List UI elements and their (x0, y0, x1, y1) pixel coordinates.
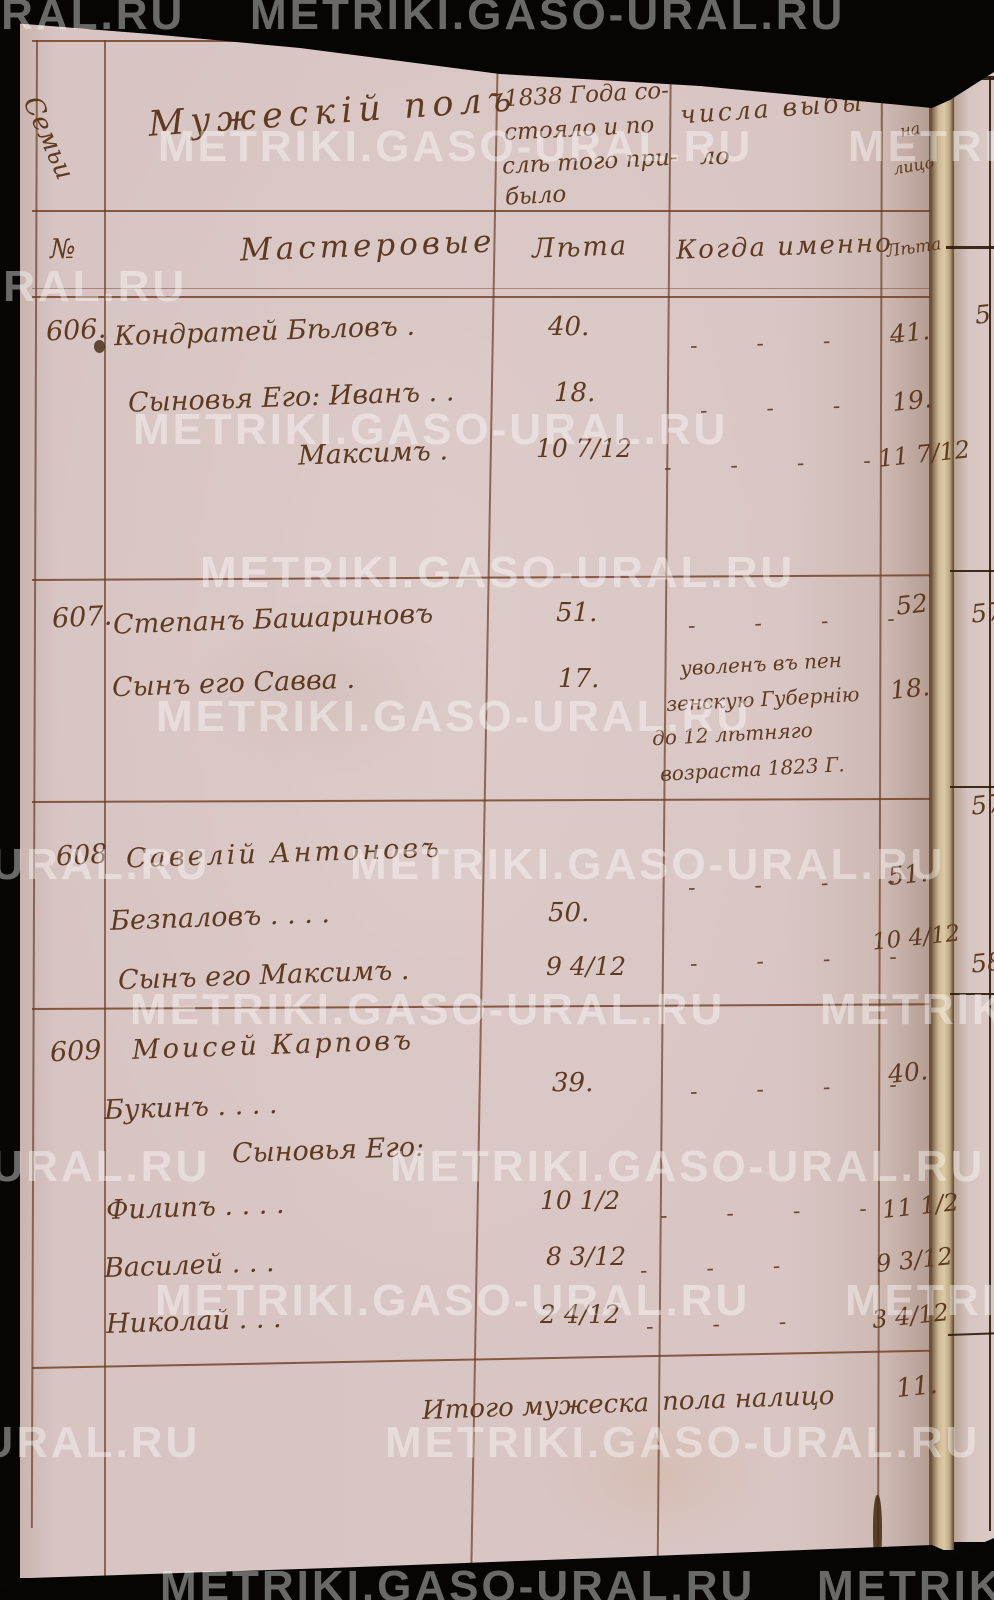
next-page-rule (946, 246, 994, 249)
book-binding-edge (932, 85, 954, 1550)
family-no-607: 607. (51, 600, 113, 635)
watermark: METRIKI.GASO-URAL.RU (156, 692, 752, 741)
next-page-edge (954, 72, 994, 1542)
watermark: METRIKI.GASO-URAL.RU (158, 122, 754, 171)
watermark: METRIKI.GASO-URAL.RU (0, 1418, 201, 1467)
paper-stain (180, 600, 460, 780)
next-page-rule (989, 76, 991, 1531)
age-before: 2 4/12 (540, 1300, 620, 1329)
age-now: 41. (888, 316, 932, 349)
table-rule-subheader (32, 296, 930, 298)
watermark: METRIKI.GASO-URAL.RU (200, 548, 796, 597)
next-page-number: 57 (969, 788, 994, 821)
age-before: 40. (548, 312, 590, 342)
age-before: 8 3/12 (546, 1242, 626, 1271)
next-page-number: 5 (973, 299, 993, 330)
next-page-rule (950, 993, 994, 995)
header-departed-line: ло (700, 142, 730, 170)
watermark: METRIKI.GASO-URAL.RU (848, 122, 994, 171)
next-page-number: 57 (969, 596, 994, 629)
total-label: пола налицо (661, 1380, 835, 1418)
page-edge-line (929, 22, 932, 1574)
family-no-606: 606. (45, 313, 107, 348)
age-now: 40. (886, 1056, 930, 1089)
age-now: 52 (894, 588, 930, 621)
watermark: METRIKI.GASO-URAL.RU (160, 1562, 756, 1600)
age-before: 18. (554, 378, 596, 408)
watermark: METRIKI.GASO-URAL.RU (133, 405, 729, 454)
table-rule-header (32, 210, 930, 212)
age-before: 10 1/2 (540, 1186, 620, 1215)
watermark: METRIKI.GASO-URAL.RU (820, 985, 994, 1034)
watermark: METRIKI.GASO-URAL.RU (0, 1142, 211, 1191)
watermark: METRIKI.GASO-URAL.RU (250, 0, 846, 39)
header-present-line: было (504, 181, 567, 211)
age-before: 50. (548, 898, 590, 928)
watermark: METRIKI.GASO-URAL.RU (845, 1276, 994, 1325)
subheader-no: № (50, 234, 76, 265)
subheader-age: Лѣта (531, 230, 629, 265)
watermark: METRIKI.GASO-URAL.RU (0, 0, 186, 39)
age-before: 39. (552, 1068, 594, 1098)
age-before: 17. (558, 664, 600, 694)
family-no-609: 609 (49, 1034, 103, 1069)
age-before: 10 7/12 (536, 434, 632, 463)
watermark: METRIKI.GASO-URAL.RU (130, 985, 726, 1034)
paper-stain (540, 1400, 780, 1550)
next-page-number: 58 (969, 946, 994, 979)
ink-blot (94, 340, 105, 353)
watermark: METRIKI.GASO-URAL.RU (385, 1418, 981, 1467)
watermark: METRIKI.GASO-URAL.RU (0, 840, 211, 889)
age-before: 51. (556, 598, 598, 628)
watermark: METRIKI.GASO-URAL.RU (817, 1562, 994, 1600)
table-rule (32, 288, 930, 289)
age-before: 9 4/12 (546, 952, 626, 981)
watermark: METRIKI.GASO-URAL.RU (155, 1276, 751, 1325)
watermark: METRIKI.GASO-URAL.RU (0, 262, 188, 311)
row-name: Букинъ . . . . (103, 1088, 278, 1127)
row-name: Филипъ . . . . (105, 1188, 285, 1227)
next-page-rule (950, 570, 994, 572)
table-rule-col-no (104, 40, 106, 1576)
ink-smear (873, 1495, 882, 1565)
next-page-rule (950, 786, 994, 788)
watermark: METRIKI.GASO-URAL.RU (390, 1142, 986, 1191)
total-value: 11. (894, 1369, 939, 1405)
watermark: METRIKI.GASO-URAL.RU (350, 840, 946, 889)
age-now: 19. (890, 384, 934, 417)
age-now: 18. (888, 672, 932, 705)
